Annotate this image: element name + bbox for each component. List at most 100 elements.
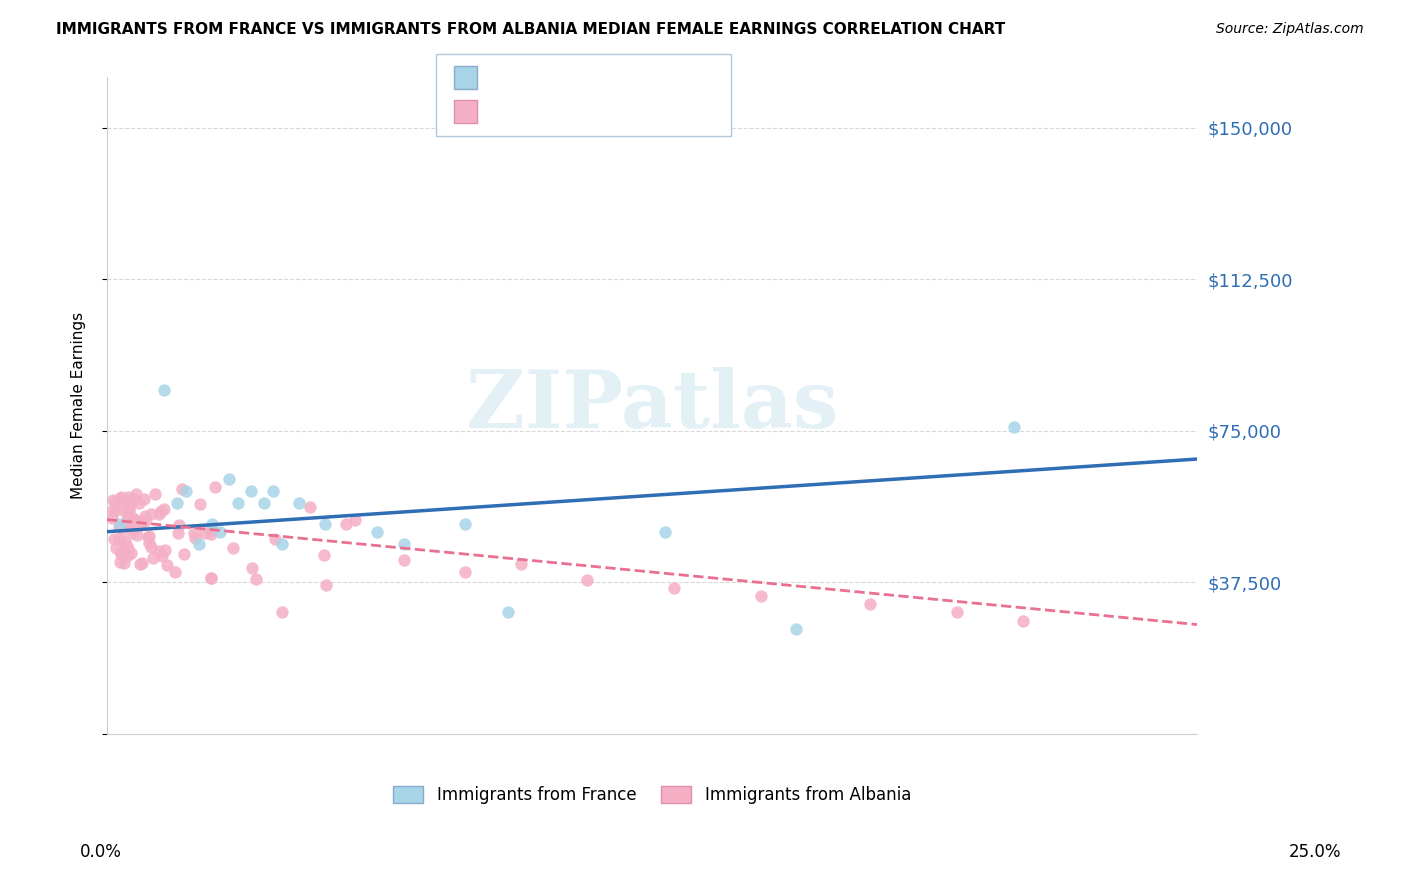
- Point: [662, 581, 685, 595]
- Point: [117, 490, 139, 504]
- Point: [149, 504, 172, 518]
- Point: [226, 496, 249, 510]
- Point: [110, 547, 132, 561]
- Point: [209, 524, 232, 539]
- Point: [148, 507, 170, 521]
- Point: [204, 480, 226, 494]
- Point: [366, 524, 388, 539]
- Point: [1012, 614, 1035, 628]
- Point: [392, 537, 415, 551]
- Text: Source: ZipAtlas.com: Source: ZipAtlas.com: [1216, 22, 1364, 37]
- Point: [183, 525, 205, 540]
- Point: [114, 500, 136, 514]
- Point: [103, 532, 125, 546]
- Point: [314, 516, 336, 531]
- Point: [263, 532, 285, 546]
- Point: [108, 491, 131, 506]
- Point: [344, 513, 367, 527]
- Point: [141, 541, 163, 555]
- Point: [167, 526, 190, 541]
- Point: [114, 533, 136, 548]
- Point: [134, 508, 156, 523]
- Point: [128, 518, 150, 533]
- Point: [200, 523, 222, 537]
- Point: [315, 578, 337, 592]
- Point: [115, 506, 138, 520]
- Point: [142, 550, 165, 565]
- Text: R =: R =: [485, 69, 522, 87]
- Point: [108, 555, 131, 569]
- Point: [110, 546, 132, 560]
- Point: [288, 496, 311, 510]
- Point: [859, 598, 882, 612]
- Point: [510, 557, 533, 571]
- Point: [148, 543, 170, 558]
- Point: [117, 548, 139, 562]
- Text: N = 97: N = 97: [591, 103, 652, 120]
- Point: [153, 543, 176, 558]
- Point: [143, 487, 166, 501]
- Point: [174, 484, 197, 499]
- Point: [314, 549, 336, 563]
- Point: [139, 507, 162, 521]
- Point: [153, 502, 176, 516]
- Point: [194, 526, 217, 541]
- Legend: Immigrants from France, Immigrants from Albania: Immigrants from France, Immigrants from …: [387, 779, 918, 811]
- Point: [200, 571, 222, 585]
- Point: [498, 606, 520, 620]
- Point: [200, 527, 222, 541]
- Point: [335, 516, 357, 531]
- Point: [117, 512, 139, 526]
- Point: [118, 502, 141, 516]
- Text: IMMIGRANTS FROM FRANCE VS IMMIGRANTS FROM ALBANIA MEDIAN FEMALE EARNINGS CORRELA: IMMIGRANTS FROM FRANCE VS IMMIGRANTS FRO…: [56, 22, 1005, 37]
- Point: [245, 572, 267, 586]
- Point: [187, 537, 209, 551]
- Point: [131, 514, 153, 528]
- Point: [218, 472, 240, 486]
- Point: [128, 558, 150, 572]
- Point: [150, 549, 173, 563]
- Point: [392, 553, 415, 567]
- Point: [115, 539, 138, 553]
- Point: [104, 495, 127, 509]
- Text: 0.0%: 0.0%: [80, 843, 122, 861]
- Point: [117, 494, 139, 508]
- Point: [270, 537, 292, 551]
- Point: [120, 518, 142, 533]
- Point: [121, 525, 143, 540]
- Point: [136, 530, 159, 544]
- Point: [124, 487, 146, 501]
- Y-axis label: Median Female Earnings: Median Female Earnings: [72, 312, 86, 500]
- Point: [253, 496, 276, 510]
- Point: [122, 492, 145, 507]
- Point: [101, 511, 124, 525]
- Point: [166, 496, 188, 510]
- Point: [103, 503, 125, 517]
- Point: [654, 524, 676, 539]
- Point: [120, 546, 142, 560]
- Point: [121, 522, 143, 536]
- Point: [454, 565, 477, 579]
- Point: [749, 590, 772, 604]
- Point: [167, 517, 190, 532]
- Text: R =: R =: [485, 103, 522, 120]
- Point: [156, 558, 179, 572]
- Point: [1002, 419, 1025, 434]
- Point: [201, 516, 224, 531]
- Text: N = 22: N = 22: [591, 69, 652, 87]
- Point: [107, 533, 129, 547]
- Point: [108, 516, 131, 531]
- Point: [105, 541, 128, 555]
- Point: [118, 503, 141, 517]
- Point: [184, 531, 207, 545]
- Point: [170, 483, 193, 497]
- Point: [138, 536, 160, 550]
- Point: [138, 529, 160, 543]
- Point: [299, 500, 322, 514]
- Point: [117, 541, 139, 556]
- Point: [111, 522, 134, 536]
- Point: [222, 541, 245, 555]
- Point: [121, 512, 143, 526]
- Point: [104, 503, 127, 517]
- Point: [110, 519, 132, 533]
